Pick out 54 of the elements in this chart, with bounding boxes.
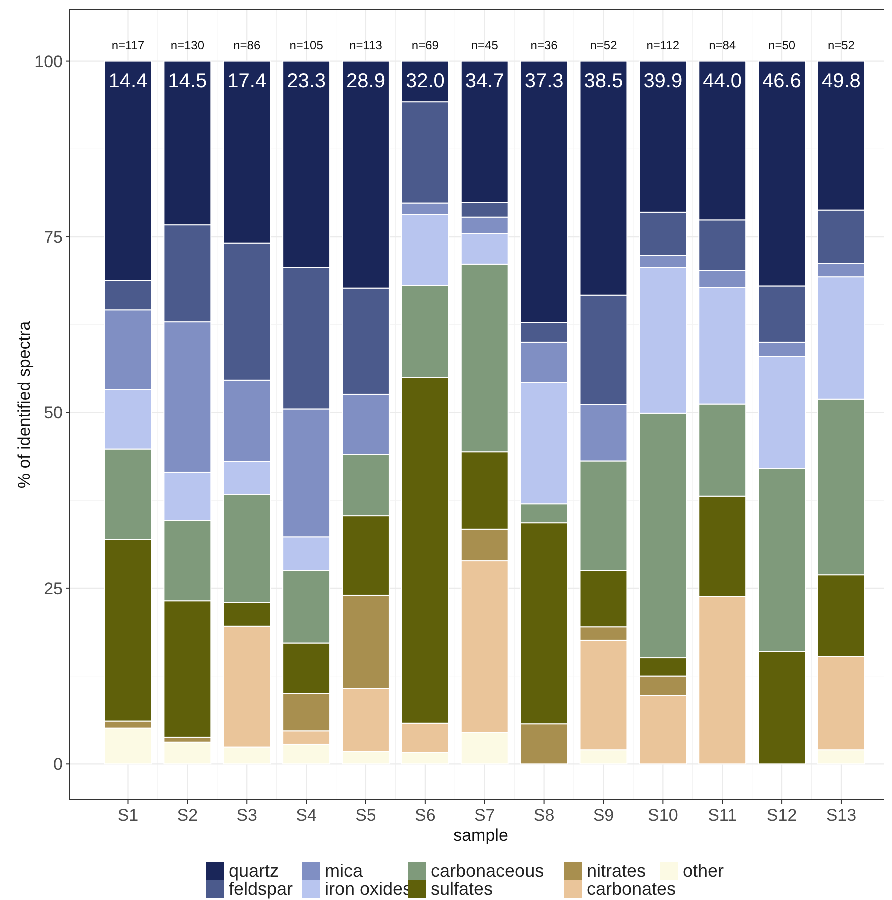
annotation: n=50 [768, 38, 796, 53]
x-tick-label: S13 [826, 806, 857, 825]
annotation: n=69 [412, 38, 440, 53]
legend-label: quartz [229, 861, 280, 881]
annotation: n=113 [350, 38, 383, 53]
y-tick-label: 25 [44, 579, 63, 598]
annotation: n=52 [590, 38, 618, 53]
annotation: n=45 [471, 38, 499, 53]
x-tick-label: S5 [356, 806, 376, 825]
annotation: n=117 [112, 38, 145, 53]
x-axis-title: sample [454, 826, 508, 845]
annotation: 23.3 [287, 70, 326, 92]
annotation: n=84 [709, 38, 736, 53]
annotation: n=105 [290, 38, 324, 53]
legend-label: other [683, 861, 724, 881]
legend-label: nitrates [587, 861, 646, 881]
x-tick-label: S4 [296, 806, 317, 825]
annotation: 44.0 [703, 70, 742, 92]
x-tick-label: S1 [118, 806, 139, 825]
x-tick-label: S12 [766, 806, 798, 825]
x-tick-label: S6 [415, 806, 436, 825]
annotation: 34.7 [465, 70, 504, 92]
annotation: 37.3 [524, 70, 564, 92]
annotation: 28.9 [346, 70, 386, 92]
annotation: 46.6 [762, 70, 802, 92]
x-tick-label: S11 [708, 806, 738, 825]
y-tick-label: 0 [54, 755, 63, 774]
annotation: 49.8 [822, 70, 861, 92]
legend-label: mica [325, 861, 364, 881]
x-tick-label: S9 [593, 806, 614, 825]
x-tick-label: S2 [177, 806, 198, 825]
legend-label: carbonaceous [431, 861, 544, 881]
annotation: 32.0 [406, 70, 445, 92]
annotation: 39.9 [644, 70, 683, 92]
annotation: n=52 [828, 38, 856, 53]
annotation: 14.5 [168, 70, 208, 92]
x-tick-label: S7 [474, 806, 496, 825]
x-tick-label: S8 [534, 806, 555, 825]
annotation: 38.5 [584, 70, 624, 92]
legend-label: sulfates [431, 879, 494, 899]
annotation: n=86 [234, 38, 261, 53]
annotation: n=36 [530, 38, 558, 53]
x-tick-label: S10 [648, 806, 678, 825]
annotation: n=130 [170, 38, 205, 53]
y-tick-label: 50 [44, 404, 63, 423]
x-tick-label: S3 [236, 806, 258, 825]
bar [164, 742, 212, 765]
y-tick-label: 75 [44, 228, 63, 247]
annotation: n=112 [646, 38, 680, 53]
legend-label: carbonates [587, 879, 676, 899]
annotation: 17.4 [228, 70, 267, 92]
annotation: 14.4 [108, 70, 148, 92]
y-tick-label: 100 [34, 52, 63, 72]
y-axis-title: % of identified spectra [15, 320, 34, 489]
